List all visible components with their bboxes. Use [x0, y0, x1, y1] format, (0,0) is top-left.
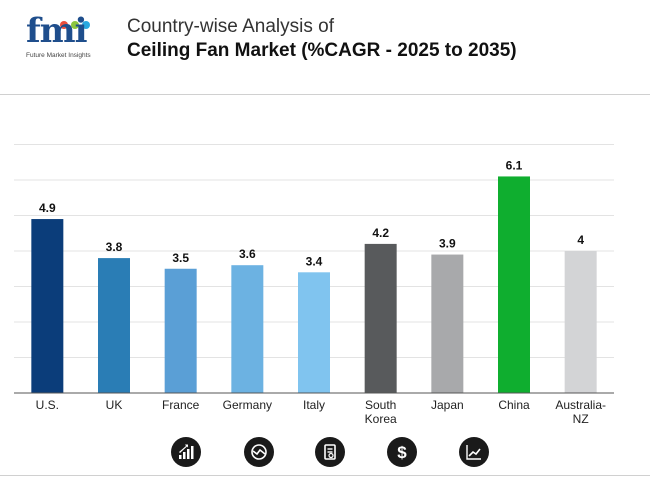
page-title-line1: Country-wise Analysis of [127, 16, 334, 37]
bar[interactable] [498, 176, 530, 393]
x-tick-label: Germany [223, 398, 272, 412]
bar-value-label: 3.5 [172, 251, 189, 265]
footer-divider [0, 475, 650, 476]
logo-subtitle: Future Market Insights [26, 52, 91, 59]
bar-value-label: 3.9 [439, 237, 456, 251]
bar[interactable] [98, 258, 130, 393]
footer-icon-bar: $ [0, 437, 650, 469]
header-divider [0, 94, 650, 95]
x-tick-label: NZ [573, 412, 589, 426]
x-tick-label: China [498, 398, 530, 412]
bar[interactable] [231, 265, 264, 393]
bar-value-label: 4.2 [372, 226, 389, 240]
bar-value-label: 4 [577, 233, 584, 247]
x-tick-label: South [365, 398, 396, 412]
bar[interactable] [564, 251, 597, 393]
bar-chart: 4.9 U.S. 3.8 UK 3.5 France 3.6 Germany 3.4 Italy 4… [14, 144, 614, 426]
bar[interactable] [364, 243, 397, 393]
page-title-line2: Ceiling Fan Market (%CAGR - 2025 to 2035… [127, 40, 517, 61]
logo-dots-icon [60, 16, 93, 34]
bar[interactable] [31, 219, 64, 393]
trend-chart-icon[interactable] [244, 437, 274, 467]
svg-text:$: $ [397, 443, 407, 461]
bar[interactable] [298, 272, 330, 393]
x-tick-label: Australia- [555, 398, 606, 412]
bar-value-label: 6.1 [506, 158, 523, 172]
bar-value-label: 4.9 [39, 201, 56, 215]
bar-value-label: 3.4 [306, 254, 323, 268]
bar-value-label: 3.6 [239, 247, 256, 261]
bar-value-label: 3.8 [106, 240, 123, 254]
report-document-icon[interactable] [315, 437, 345, 467]
x-tick-label: U.S. [36, 398, 59, 412]
line-graph-icon[interactable] [459, 437, 489, 467]
dollar-icon[interactable]: $ [387, 437, 417, 467]
x-tick-label: UK [106, 398, 123, 412]
bar[interactable] [164, 268, 197, 393]
x-tick-label: France [162, 398, 200, 412]
fmi-logo[interactable]: fmi Future Market Insights [26, 14, 116, 64]
x-tick-label: Japan [431, 398, 464, 412]
logo-text: fmi [26, 11, 88, 51]
growth-bars-icon[interactable] [171, 437, 201, 467]
x-tick-label: Korea [365, 412, 397, 426]
x-tick-label: Italy [303, 398, 325, 412]
header: fmi Future Market Insights Country-wise … [0, 0, 650, 95]
bar[interactable] [431, 254, 464, 393]
